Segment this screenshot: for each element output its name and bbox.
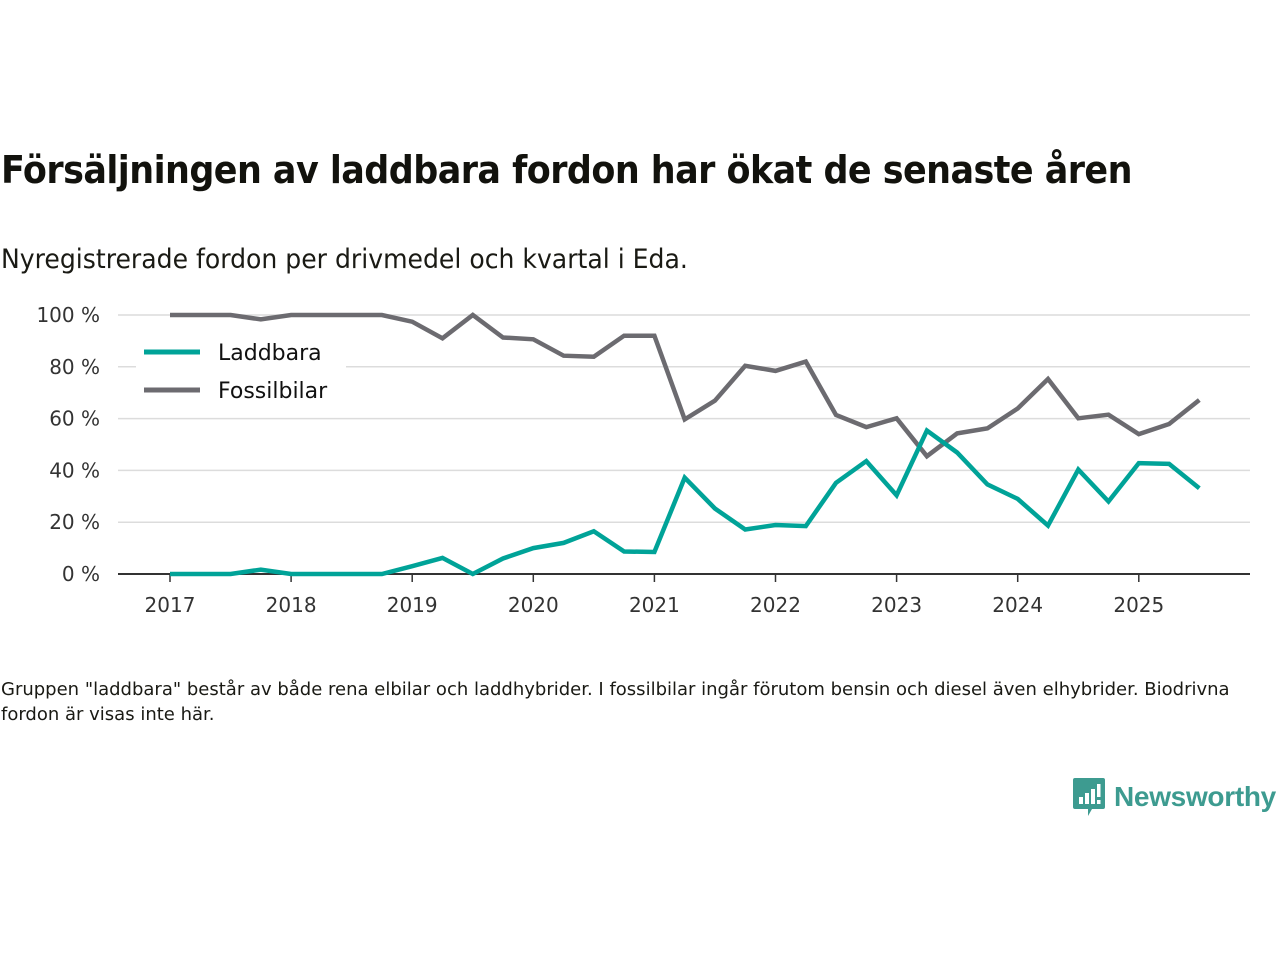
x-tick-label-2023: 2023 [871, 593, 922, 617]
y-axis-tick-labels: 0 % 20 % 40 % 60 % 80 % 100 % [36, 303, 100, 586]
y-tick-label-80: 80 % [49, 355, 100, 379]
legend-item-fossilbilar[interactable]: Fossilbilar [144, 379, 328, 404]
x-tick-label-2022: 2022 [750, 593, 801, 617]
series-line-fossilbilar [170, 312, 1201, 460]
legend-label-fossilbilar: Fossilbilar [218, 379, 328, 404]
series-lines [170, 312, 1201, 577]
x-tick-label-2017: 2017 [145, 593, 196, 617]
bar-chart-speech-bubble-icon [1073, 778, 1105, 816]
y-tick-label-40: 40 % [49, 458, 100, 482]
legend: Laddbara Fossilbilar [136, 330, 346, 412]
line-chart: 0 % 20 % 40 % 60 % 80 % 100 % 2017 2018 2019 202… [36, 303, 1250, 617]
x-tick-label-2020: 2020 [508, 593, 559, 617]
x-tick-label-2018: 2018 [266, 593, 317, 617]
x-axis: 2017 2018 2019 2020 2021 2022 2023 2024 2025 [118, 573, 1250, 617]
x-tick-label-2019: 2019 [387, 593, 438, 617]
y-tick-label-20: 20 % [49, 510, 100, 534]
x-tick-label-2021: 2021 [629, 593, 680, 617]
brand-name: Newsworthy [1114, 781, 1276, 812]
y-tick-label-100: 100 % [36, 303, 100, 327]
y-tick-label-0: 0 % [62, 562, 100, 586]
legend-label-laddbara: Laddbara [218, 341, 322, 366]
chart-title: Försäljningen av laddbara fordon har öka… [1, 148, 1132, 192]
series-line-laddbara [170, 427, 1201, 577]
chart-subtitle: Nyregistrerade fordon per drivmedel och … [1, 244, 688, 275]
y-tick-label-60: 60 % [49, 407, 100, 431]
footnote: Gruppen "laddbara" består av både rena e… [1, 679, 1230, 725]
legend-item-laddbara[interactable]: Laddbara [144, 341, 322, 366]
legend-background [136, 330, 346, 412]
x-tick-label-2025: 2025 [1113, 593, 1164, 617]
newsworthy-logo[interactable]: Newsworthy [1072, 776, 1276, 818]
x-tick-label-2024: 2024 [992, 593, 1043, 617]
